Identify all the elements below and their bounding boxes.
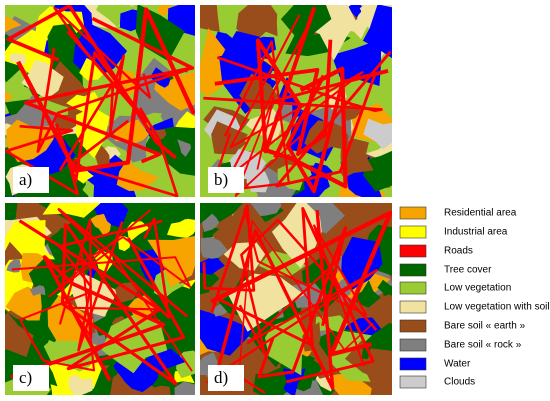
road (48, 209, 193, 372)
legend-swatch (399, 338, 427, 352)
panel-label: b) (214, 170, 228, 189)
land-patch (114, 282, 139, 304)
legend-swatch (399, 357, 427, 371)
legend-swatch (399, 375, 427, 389)
land-patch (5, 286, 42, 321)
land-patch (29, 285, 46, 296)
road (53, 7, 152, 99)
legend-swatch (399, 281, 427, 295)
road (229, 14, 364, 177)
land-patch (200, 256, 225, 275)
land-patch (165, 127, 195, 176)
panel-label-box (208, 365, 244, 391)
land-patch (200, 311, 221, 342)
land-patch (175, 207, 195, 220)
land-patch (353, 280, 381, 308)
road (257, 226, 348, 379)
panel-label: a) (19, 170, 32, 189)
legend-label: Low vegetation (444, 283, 511, 294)
land-patch (363, 150, 392, 192)
land-patch (5, 15, 22, 32)
road (36, 47, 189, 153)
legend-swatch (399, 319, 427, 333)
legend-label: Bare soil « earth » (444, 321, 526, 332)
legend-label: Residential area (444, 208, 517, 219)
land-patch (265, 314, 303, 376)
land-patch (42, 203, 101, 218)
land-patch (200, 237, 228, 259)
road (57, 208, 189, 319)
land-patch (157, 5, 172, 16)
road (19, 246, 95, 372)
land-patch (200, 5, 220, 32)
legend-label: Clouds (444, 377, 475, 388)
road (216, 207, 375, 384)
road (70, 107, 179, 197)
road (10, 255, 166, 382)
legend-swatch (399, 225, 427, 239)
land-patch (201, 213, 220, 232)
panel-label: d) (214, 368, 228, 387)
land-patch (377, 279, 392, 297)
map-panel (200, 5, 392, 197)
land-patch (90, 213, 111, 236)
legend-swatch (399, 300, 427, 314)
land-patch (318, 182, 340, 197)
panel-label-box (208, 167, 244, 193)
road (262, 66, 348, 189)
road (23, 16, 195, 164)
legend-swatch (399, 244, 427, 258)
land-patch (363, 118, 392, 150)
land-patch (326, 372, 372, 395)
legend-label: Industrial area (444, 227, 508, 238)
land-patch (341, 236, 383, 290)
legend-label: Tree cover (444, 265, 492, 276)
land-patch (145, 203, 166, 223)
legend-label: Bare soil « rock » (444, 340, 522, 351)
road (18, 219, 186, 371)
land-patch (68, 374, 94, 395)
panel-label: c) (19, 368, 32, 387)
road (6, 5, 177, 160)
panel-label-box (13, 167, 49, 193)
land-patch (66, 91, 102, 114)
land-patch (174, 381, 195, 395)
legend-label: Low vegetation with soil (444, 302, 550, 313)
road (202, 204, 256, 313)
road (210, 210, 392, 357)
panel-label-box (13, 365, 49, 391)
road (58, 54, 125, 172)
legend-swatch (399, 263, 427, 277)
road (5, 124, 79, 196)
land-patch (9, 53, 27, 65)
road (60, 223, 178, 386)
land-patch (116, 160, 160, 191)
legend-label: Roads (444, 246, 473, 257)
land-patch (362, 5, 392, 59)
land-patch (5, 90, 14, 103)
land-patch (167, 218, 195, 238)
land-patch (148, 385, 171, 395)
legend-label: Water (444, 359, 471, 370)
legend-swatch (399, 206, 427, 220)
land-patch (177, 139, 191, 157)
land-patch (5, 312, 34, 357)
map-panel (5, 203, 195, 395)
road (58, 218, 161, 339)
road (285, 69, 389, 194)
